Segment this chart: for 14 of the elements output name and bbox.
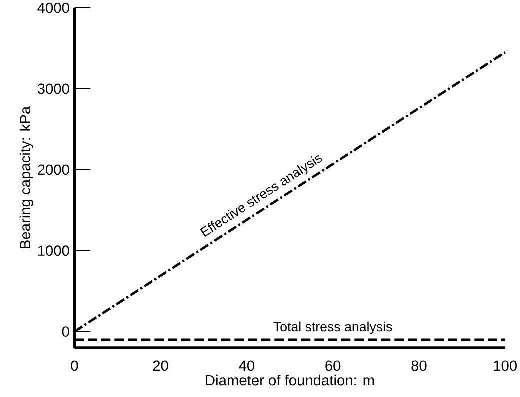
y-tick-label: 4000 (38, 2, 70, 14)
x-tick-label: 100 (494, 360, 517, 372)
x-tick-label: 60 (326, 360, 341, 372)
y-tick-label: 1000 (38, 246, 70, 256)
x-tick-label: 0 (71, 360, 78, 372)
x-tick-label: 20 (153, 360, 168, 372)
series-label: Total stress analysis (274, 322, 392, 334)
x-tick-label: 40 (239, 360, 255, 372)
y-axis-title: Bearing capacity: kPa (20, 106, 34, 248)
y-tick-label: 3000 (38, 84, 70, 94)
y-tick-label: 0 (62, 326, 70, 338)
y-tick-label: 2000 (38, 164, 70, 176)
x-tick-label: 80 (412, 360, 427, 372)
x-axis-title: Diameter of foundation: m (206, 374, 374, 386)
